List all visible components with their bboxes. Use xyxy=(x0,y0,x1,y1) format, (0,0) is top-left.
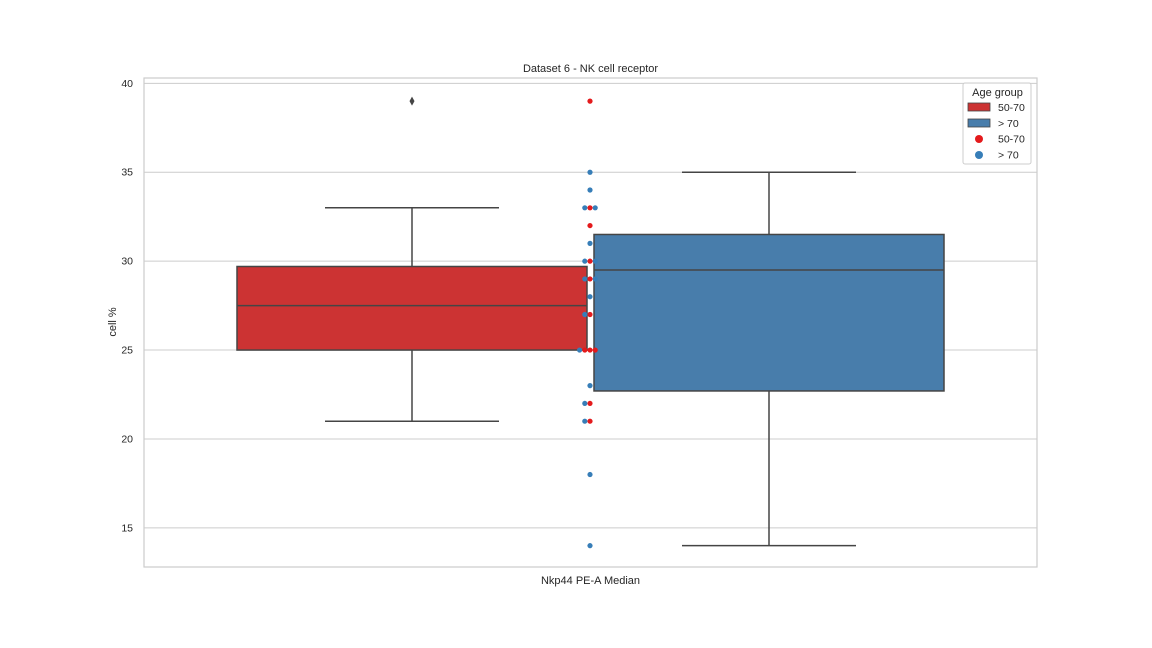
legend-title: Age group xyxy=(972,87,1023,99)
point-over-70 xyxy=(587,294,593,300)
legend-label-over-70-box: > 70 xyxy=(998,118,1019,130)
point-over-70 xyxy=(587,543,593,549)
box-iqr xyxy=(236,265,588,351)
legend-marker-over-70-point xyxy=(975,151,983,159)
legend-label-50-70-box: 50-70 xyxy=(998,102,1025,114)
y-tick-label: 15 xyxy=(121,522,133,534)
legend-label-50-70-point: 50-70 xyxy=(998,134,1025,146)
point-over-70 xyxy=(582,258,588,264)
y-tick-label: 40 xyxy=(121,78,133,90)
point-over-70 xyxy=(592,258,598,264)
x-category-label: Nkp44 PE-A Median xyxy=(541,575,640,587)
legend-swatch-50-70-box xyxy=(967,102,991,112)
point-50-70 xyxy=(587,276,593,282)
point-over-70 xyxy=(582,418,588,424)
plot-frame xyxy=(143,77,1038,568)
point-over-70 xyxy=(582,276,588,282)
point-over-70 xyxy=(577,347,583,353)
point-50-70 xyxy=(587,347,593,353)
point-over-70 xyxy=(592,276,598,282)
point-50-70 xyxy=(582,347,588,353)
chart-title: Dataset 6 - NK cell receptor xyxy=(523,63,658,75)
point-over-70 xyxy=(582,311,588,318)
legend-marker-50-70-point xyxy=(975,135,983,143)
point-over-70 xyxy=(587,169,593,175)
point-over-70 xyxy=(582,205,588,211)
swarm-points xyxy=(577,98,598,549)
y-tick-labels: 15 20 25 30 35 40 xyxy=(121,78,133,535)
y-tick-label: 30 xyxy=(121,256,133,268)
box-50-70 xyxy=(236,96,588,422)
point-over-70 xyxy=(587,471,593,478)
point-50-70 xyxy=(587,400,593,407)
legend: Age group 50-70 > 70 50-70 > 70 xyxy=(962,82,1032,165)
y-tick-label: 20 xyxy=(121,433,133,445)
point-50-70 xyxy=(592,347,598,353)
point-50-70 xyxy=(587,205,593,211)
outlier-marker xyxy=(409,96,415,106)
y-axis-label: cell % xyxy=(107,307,119,337)
point-over-70 xyxy=(587,240,593,246)
box-iqr xyxy=(593,233,945,392)
point-over-70 xyxy=(592,205,598,211)
y-tick-label: 35 xyxy=(121,167,133,179)
point-over-70 xyxy=(587,187,593,193)
box-over-70 xyxy=(593,171,945,547)
point-over-70 xyxy=(582,400,588,407)
point-50-70 xyxy=(587,222,593,229)
legend-label-over-70-point: > 70 xyxy=(998,150,1019,162)
point-50-70 xyxy=(587,418,593,424)
point-50-70 xyxy=(587,311,593,318)
point-50-70 xyxy=(587,98,593,104)
legend-swatch-over-70-box xyxy=(967,118,991,128)
point-50-70 xyxy=(587,258,593,264)
point-over-70 xyxy=(587,383,593,389)
y-tick-label: 25 xyxy=(121,345,133,357)
boxes xyxy=(236,96,945,547)
